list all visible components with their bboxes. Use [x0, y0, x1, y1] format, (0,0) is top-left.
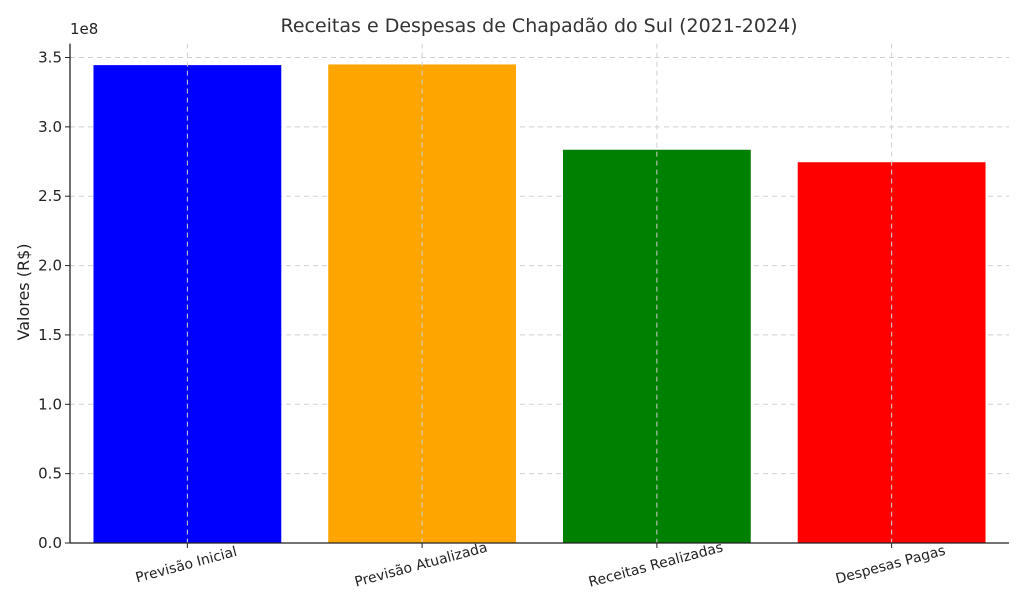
- y-tick-label: 2.0: [38, 257, 62, 275]
- y-tick-label: 3.5: [38, 49, 62, 67]
- y-tick-label: 1.0: [38, 395, 62, 413]
- y-tick-label: 1.5: [38, 326, 62, 344]
- x-tick-label: Receitas Realizadas: [587, 539, 725, 590]
- chart-title: Receitas e Despesas de Chapadão do Sul (…: [280, 15, 797, 37]
- x-tick-label: Previsão Atualizada: [353, 540, 489, 591]
- x-ticks-layer: Previsão Inicial Previsão Atualizada Recei…: [134, 539, 947, 590]
- y-tick-label: 2.5: [38, 187, 62, 205]
- vertical-grid-layer: [186, 43, 893, 543]
- x-tick-label: Despesas Pagas: [834, 543, 947, 588]
- y-tick-label: 0.0: [38, 534, 62, 552]
- y-ticks-layer: 0.0 0.5 1.0 1.5 2.0 2.5 3.0 3.5: [38, 49, 70, 552]
- x-tick-label: Previsão Inicial: [134, 544, 239, 586]
- y-axis-offset-label: 1e8: [70, 20, 98, 38]
- y-tick-label: 0.5: [38, 465, 62, 483]
- y-tick-label: 3.0: [38, 118, 62, 136]
- bars-layer: [93, 64, 986, 544]
- y-axis-label: Valores (R$): [14, 243, 33, 340]
